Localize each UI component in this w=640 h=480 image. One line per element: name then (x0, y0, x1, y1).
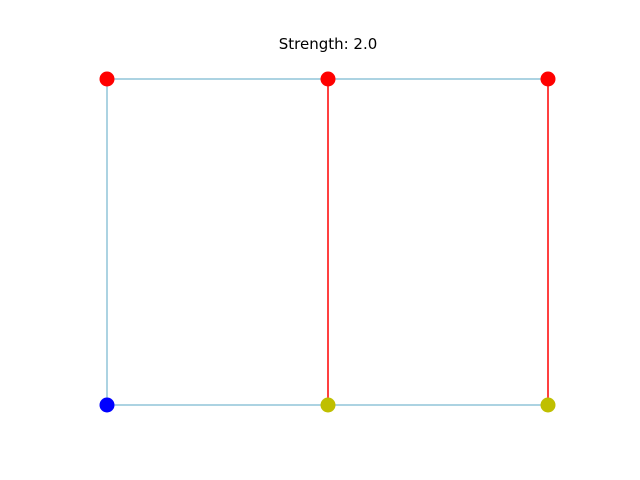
node-top-left (99, 71, 115, 87)
plot-title: Strength: 2.0 (279, 35, 378, 53)
node-top-middle (320, 71, 336, 87)
node-bottom-middle (320, 397, 336, 413)
edges-layer (106, 78, 549, 406)
node-top-right (540, 71, 556, 87)
nodes-layer (99, 71, 556, 413)
node-bottom-right (540, 397, 556, 413)
node-bottom-left (99, 397, 115, 413)
